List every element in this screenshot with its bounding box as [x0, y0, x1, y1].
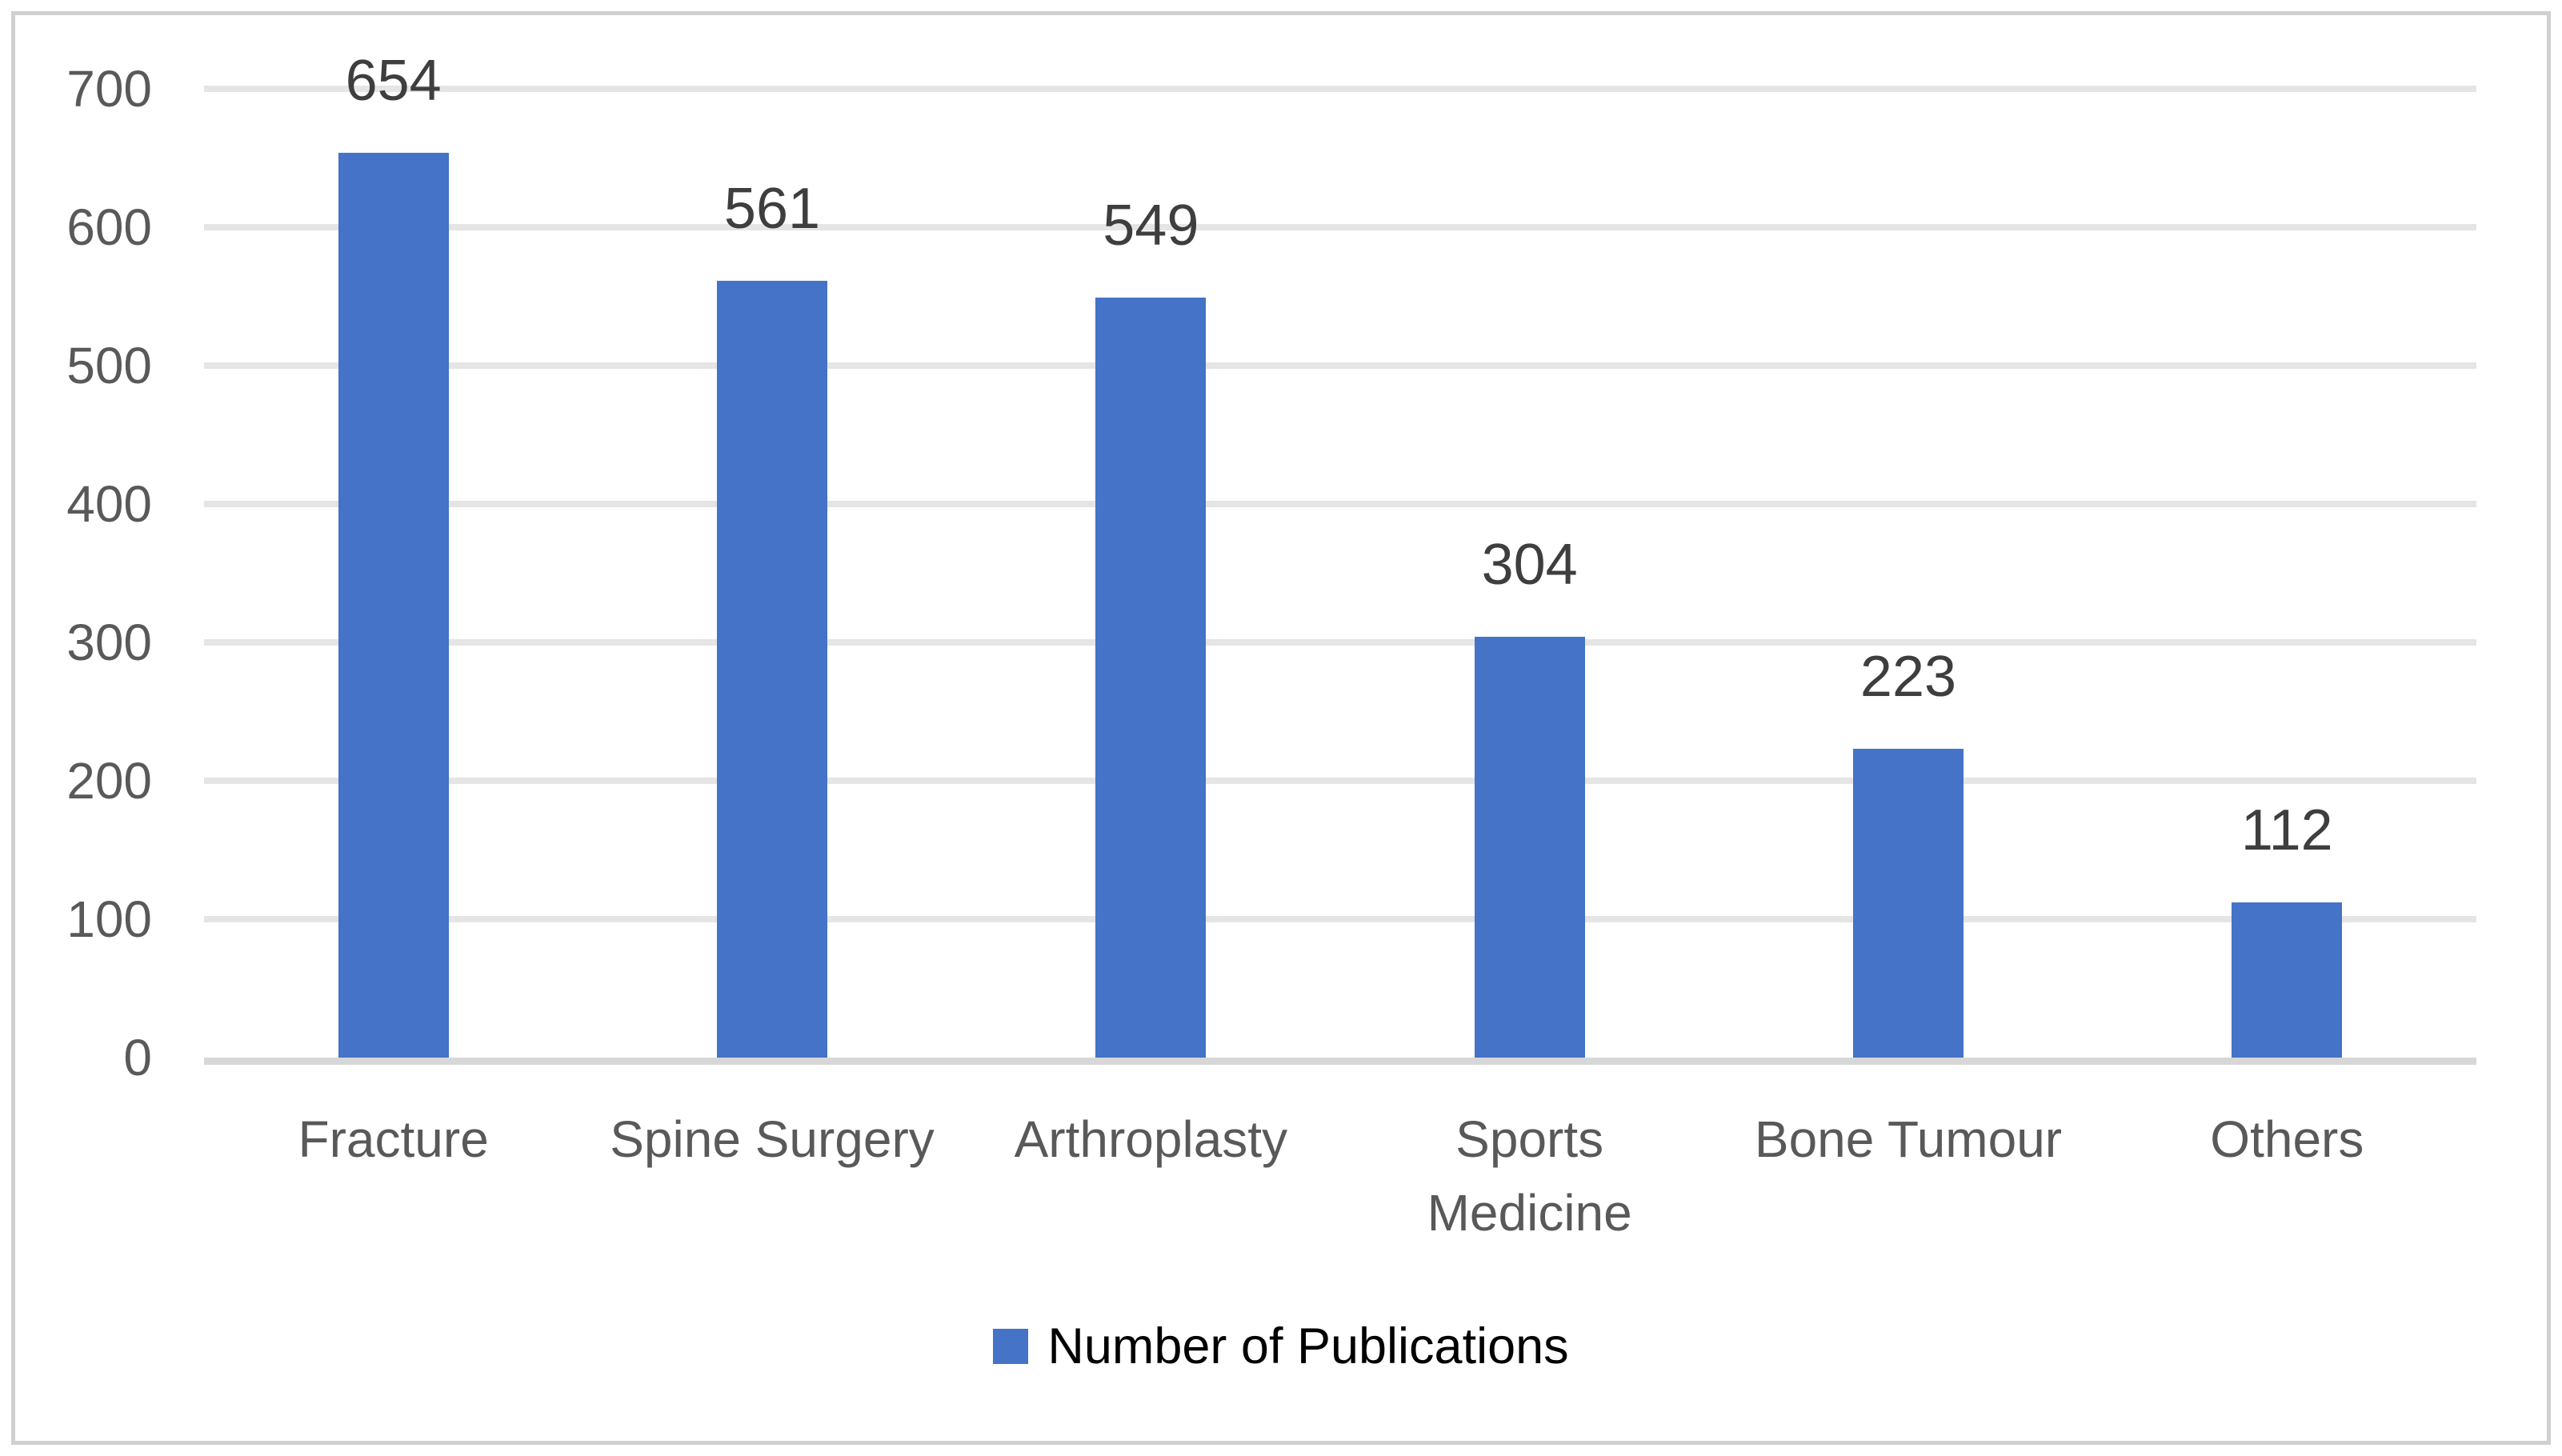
bar-value-label: 654: [345, 48, 442, 113]
y-tick-label: 300: [66, 614, 152, 671]
y-tick-label: 500: [66, 337, 152, 394]
y-tick-label: 600: [66, 198, 152, 256]
legend: Number of Publications: [0, 1318, 2562, 1374]
gridline: [204, 362, 2476, 369]
bar: [1853, 749, 1964, 1058]
x-axis-line: [204, 1058, 2476, 1065]
bar: [717, 281, 827, 1058]
gridline: [204, 501, 2476, 507]
legend-label: Number of Publications: [1047, 1318, 1569, 1374]
x-category-label: Others: [2210, 1110, 2364, 1168]
x-category-label: Spine Surgery: [610, 1110, 935, 1168]
bar: [1095, 298, 1207, 1058]
x-category-label: Fracture: [298, 1110, 489, 1168]
x-category-label: Medicine: [1427, 1184, 1632, 1242]
bar: [2232, 902, 2343, 1058]
gridline: [204, 778, 2476, 784]
x-category-label: Sports: [1455, 1110, 1604, 1168]
y-tick-label: 0: [123, 1029, 152, 1086]
gridline: [204, 86, 2476, 92]
bar: [1474, 637, 1585, 1058]
y-tick-label: 700: [66, 60, 152, 118]
y-tick-label: 400: [66, 475, 152, 533]
gridline: [204, 639, 2476, 646]
y-tick-label: 100: [66, 890, 152, 948]
bar: [338, 152, 449, 1058]
gridline: [204, 224, 2476, 230]
bar-value-label: 561: [723, 177, 821, 242]
gridline: [204, 916, 2476, 922]
x-category-label: Bone Tumour: [1754, 1110, 2063, 1168]
bar-value-label: 304: [1481, 533, 1578, 598]
y-tick-label: 200: [66, 752, 152, 810]
bar-value-label: 112: [2240, 798, 2333, 863]
x-category-label: Arthroplasty: [1014, 1110, 1288, 1168]
legend-swatch-icon: [993, 1329, 1029, 1364]
bar-value-label: 223: [1859, 645, 1957, 710]
bar-value-label: 549: [1103, 194, 1199, 258]
